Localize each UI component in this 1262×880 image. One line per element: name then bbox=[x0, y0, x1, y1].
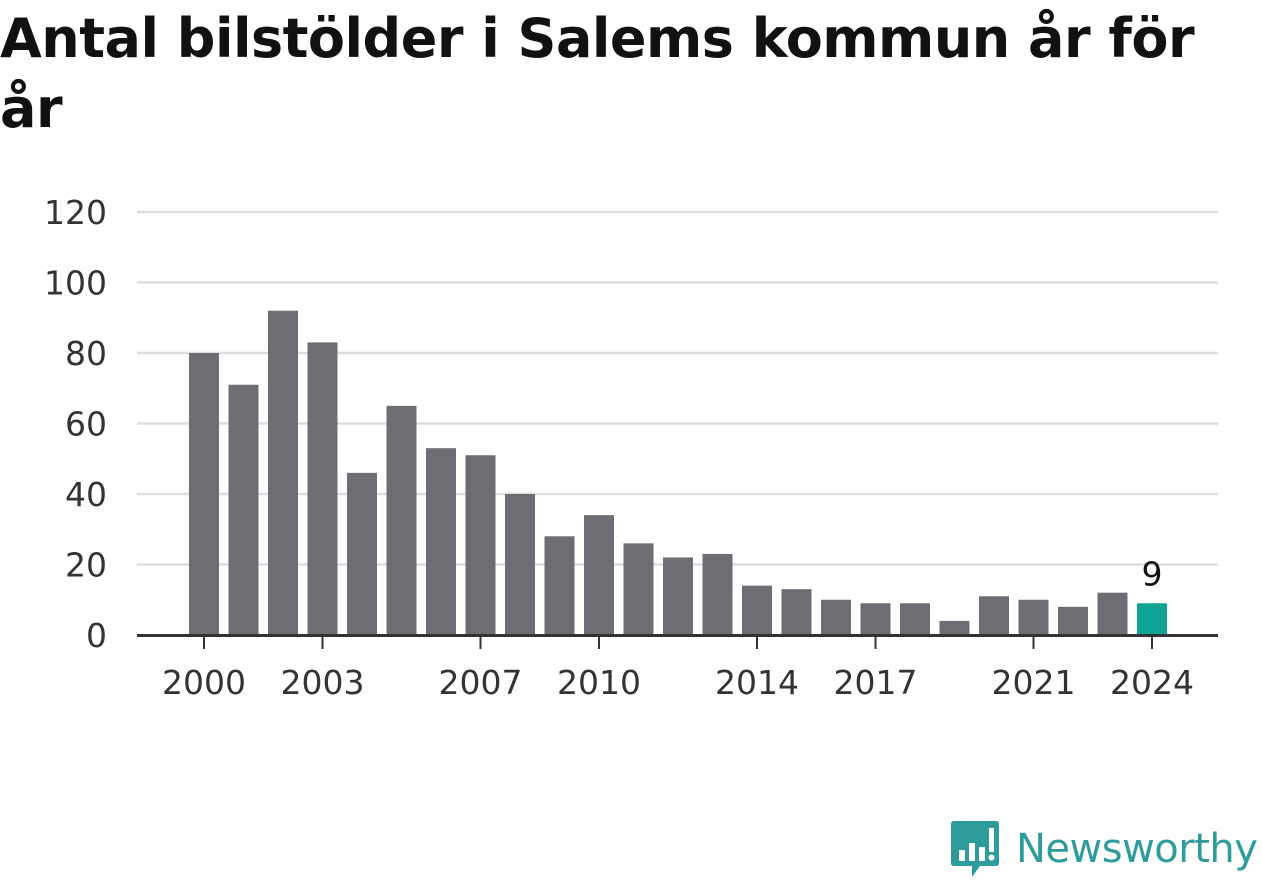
x-tick-label: 2010 bbox=[557, 663, 641, 702]
y-tick-label: 120 bbox=[44, 193, 107, 232]
bar bbox=[781, 589, 812, 635]
bar bbox=[268, 310, 298, 635]
x-tick-label: 2014 bbox=[715, 663, 799, 702]
bar bbox=[544, 536, 575, 635]
x-axis-tick-labels: 2000 2003 2007 2010 2014 2017 2021 2024 bbox=[162, 635, 1194, 702]
bar bbox=[584, 515, 614, 635]
bar-chart-speech-bubble-icon bbox=[951, 821, 999, 877]
data-label: 9 bbox=[1142, 554, 1163, 593]
bar bbox=[386, 405, 417, 635]
bar bbox=[821, 599, 851, 635]
bar bbox=[900, 603, 930, 635]
bar bbox=[465, 455, 496, 635]
bar bbox=[1058, 606, 1088, 635]
bar bbox=[426, 448, 456, 635]
x-tick-label: 2000 bbox=[162, 663, 246, 702]
brand-name: Newsworthy bbox=[1016, 826, 1258, 872]
y-tick-label: 80 bbox=[65, 334, 107, 373]
bar-highlight bbox=[1137, 603, 1167, 635]
newsworthy-logo[interactable]: Newsworthy bbox=[950, 818, 1258, 880]
x-tick-label: 2007 bbox=[439, 663, 523, 702]
y-tick-label: 0 bbox=[86, 616, 107, 655]
x-tick-label: 2021 bbox=[992, 663, 1076, 702]
x-tick-label: 2003 bbox=[281, 663, 365, 702]
bar bbox=[1018, 599, 1049, 635]
bar bbox=[860, 603, 891, 635]
bars bbox=[189, 310, 1167, 635]
y-axis-tick-labels: 0 20 40 60 80 100 120 bbox=[44, 193, 107, 655]
bar bbox=[307, 342, 338, 635]
y-tick-label: 20 bbox=[65, 546, 107, 585]
y-tick-label: 40 bbox=[65, 475, 107, 514]
bar bbox=[663, 557, 693, 635]
chart-title: Antal bilstölder i Salems kommun år för … bbox=[0, 7, 1195, 140]
bar bbox=[189, 353, 219, 635]
bar bbox=[702, 553, 733, 635]
bar-chart: 0 20 40 60 80 100 120 2000 2003 2007 2010 2014 2017… bbox=[44, 193, 1218, 702]
bar bbox=[979, 596, 1009, 635]
bar bbox=[939, 620, 970, 635]
x-tick-label: 2024 bbox=[1110, 663, 1194, 702]
bar bbox=[347, 472, 377, 635]
bar bbox=[505, 494, 535, 635]
y-tick-label: 60 bbox=[65, 405, 107, 444]
bar bbox=[623, 543, 654, 635]
data-labels: 9 bbox=[1142, 554, 1163, 593]
bar bbox=[228, 384, 259, 635]
bar bbox=[742, 585, 772, 635]
bar bbox=[1097, 592, 1128, 635]
y-tick-label: 100 bbox=[44, 264, 107, 303]
x-tick-label: 2017 bbox=[834, 663, 918, 702]
grid-lines bbox=[137, 210, 1218, 566]
